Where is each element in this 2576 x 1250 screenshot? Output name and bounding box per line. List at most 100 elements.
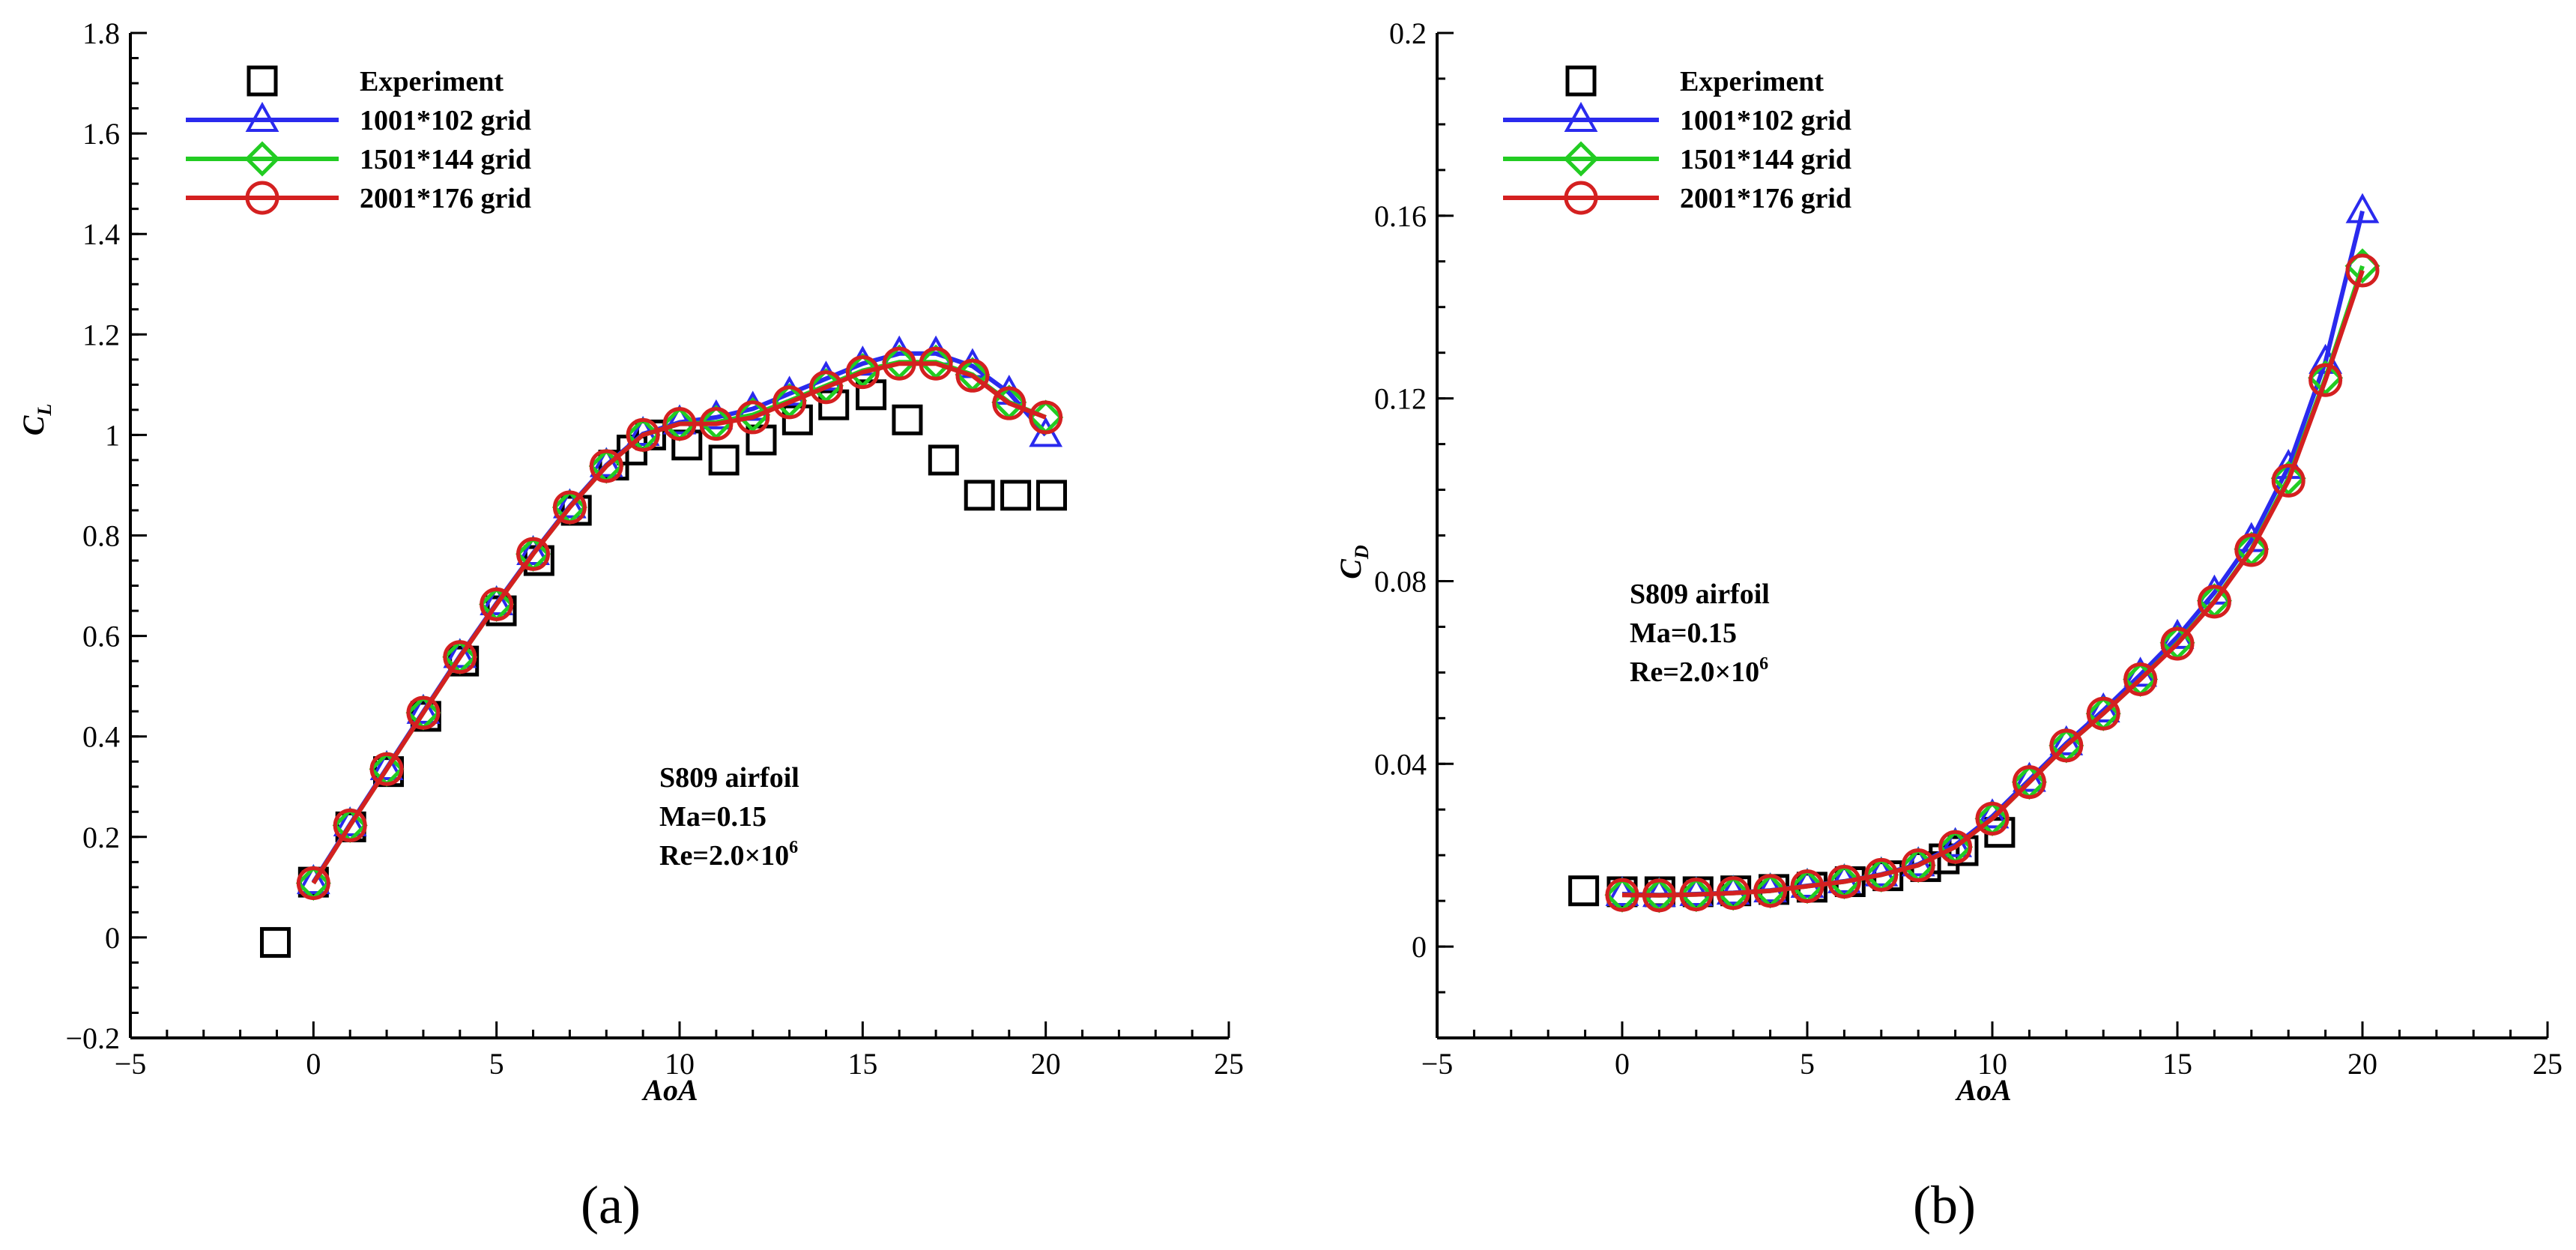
data-point: [480, 585, 514, 616]
annotation-airfoil: S809 airfoil: [1630, 579, 1770, 610]
x-axis-title: AoA: [641, 1073, 698, 1107]
data-point: [552, 488, 587, 519]
data-point: [1029, 417, 1063, 447]
data-point: [443, 638, 477, 668]
data-point: [1000, 480, 1032, 511]
x-tick-label: 5: [489, 1047, 504, 1081]
y-ticks: 0 0.04 0.08 0.12 0.16 0.2: [1374, 16, 1454, 1039]
data-point: [296, 866, 330, 900]
data-point: [1679, 875, 1714, 906]
y-axis-title-main: C: [16, 414, 50, 435]
legend-marker: [245, 181, 279, 215]
data-point: [1716, 875, 1750, 905]
data-point: [882, 346, 916, 381]
data-point: [1901, 848, 1935, 883]
data-point: [2309, 363, 2343, 397]
annotation-reynolds-exp: 6: [789, 838, 798, 857]
y-axis-title-main: C: [1334, 558, 1367, 579]
data-point: [2270, 460, 2306, 496]
data-point: [333, 808, 367, 842]
y-tick-label: 0.16: [1374, 199, 1427, 233]
y-tick-label: 1.2: [82, 318, 120, 351]
legend-label: Experiment: [1680, 66, 1824, 97]
data-point: [333, 806, 367, 837]
y-axis-title-sub: D: [1351, 545, 1373, 560]
data-point: [260, 927, 291, 958]
legend-label: 1501*144 grid: [1680, 144, 1851, 175]
legend-marker: [1564, 181, 1598, 215]
data-point: [2086, 696, 2120, 731]
data-point: [626, 417, 660, 452]
data-point: [1790, 869, 1824, 904]
y-tick-label: 1: [105, 418, 120, 452]
data-point: [919, 346, 953, 381]
data-point: [2345, 193, 2380, 223]
data-point: [589, 449, 623, 483]
data-point: [1975, 801, 2010, 836]
data-point: [1568, 875, 1600, 907]
legend-label: 1001*102 grid: [360, 105, 531, 136]
annotation-airfoil: S809 airfoil: [659, 762, 799, 794]
y-tick-label: 0.4: [82, 720, 120, 754]
annotation-mach: Ma=0.15: [659, 801, 767, 833]
x-tick-label: −5: [1421, 1047, 1454, 1081]
legend-marker: [1565, 65, 1597, 97]
data-point: [443, 640, 477, 674]
x-tick-label: 10: [665, 1047, 695, 1081]
data-point: [552, 490, 587, 525]
legend-marker: [247, 65, 278, 97]
y-tick-label: 1.4: [82, 217, 120, 251]
data-point: [781, 404, 813, 435]
data-point: [2271, 463, 2306, 498]
data-point: [2049, 728, 2084, 763]
data-point: [746, 424, 777, 456]
y-tick-label: 0.04: [1374, 747, 1427, 781]
x-tick-label: 0: [306, 1047, 321, 1081]
x-tick-label: 25: [2533, 1047, 2563, 1081]
legend-marker: [244, 141, 280, 177]
y-axis-title: CD: [1334, 545, 1373, 579]
x-tick-label: 20: [1031, 1047, 1061, 1081]
y-axis-title-sub: L: [34, 404, 55, 417]
y-tick-label: 0.12: [1374, 382, 1427, 416]
data-point: [1938, 830, 1973, 864]
panel-label-text: (a): [581, 1175, 641, 1235]
data-point: [964, 480, 995, 511]
data-point: [1864, 857, 1899, 892]
annotation: S809 airfoil Ma=0.15 Re=2.0×106: [659, 762, 799, 872]
x-ticks: −5 0 5 10 15 20 25: [1421, 1021, 2563, 1081]
annotation-reynolds-base: Re=2.0×10: [659, 840, 789, 872]
legend-label: 2001*176 grid: [360, 183, 531, 214]
x-ticks: −5 0 5 10 15 20 25: [115, 1021, 1244, 1081]
data-point: [1605, 875, 1639, 906]
legend-marker: [1563, 141, 1599, 177]
data-point: [808, 370, 843, 405]
data-point: [406, 695, 441, 730]
data-point: [2308, 360, 2344, 396]
chart-a: −5 0 5 10 15 20 25 −0.2 0 0.2 0.4 0.6 0.8 1 1.2 1.4 1.6 1…: [16, 16, 1244, 1235]
data-point: [2234, 533, 2269, 567]
y-tick-label: −0.2: [65, 1021, 120, 1055]
legend-label: 2001*176 grid: [1680, 183, 1851, 214]
data-point: [2345, 253, 2380, 288]
data-point: [662, 404, 697, 435]
y-ticks: −0.2 0 0.2 0.4 0.6 0.8 1 1.2 1.4 1.6 1.8: [65, 16, 147, 1055]
annotation-reynolds: Re=2.0×106: [1630, 654, 1768, 688]
data-point: [369, 752, 404, 786]
data-point: [516, 537, 551, 571]
x-tick-label: −5: [115, 1047, 147, 1081]
annotation: S809 airfoil Ma=0.15 Re=2.0×106: [1630, 579, 1770, 688]
series-line: [1621, 270, 2365, 898]
data-point: [699, 407, 734, 441]
series-1001-102-grid: [1605, 193, 2380, 908]
legend-marker: [1564, 101, 1598, 132]
legend-label: Experiment: [360, 66, 504, 97]
y-tick-label: 1.8: [82, 16, 120, 50]
series-line: [311, 361, 1047, 885]
x-tick-label: 10: [1977, 1047, 2007, 1081]
x-tick-label: 25: [1214, 1047, 1244, 1081]
legend-label: 1501*144 grid: [360, 144, 531, 175]
data-point: [1642, 877, 1676, 908]
data-point: [1753, 874, 1788, 908]
